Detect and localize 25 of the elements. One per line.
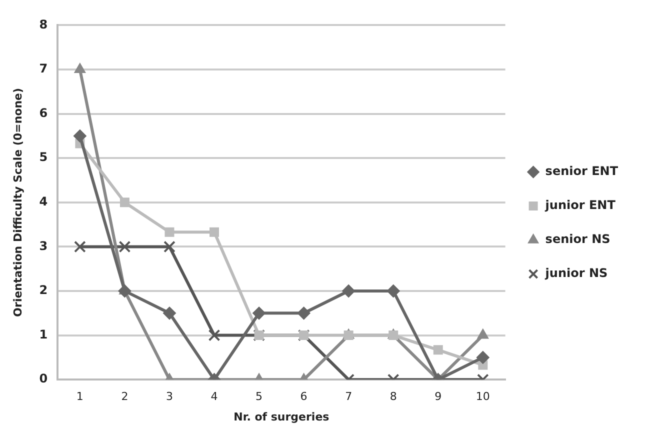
x-tick-label: 4 [210, 390, 218, 404]
y-axis-title: Orientation Difficulty Scale (0=none) [11, 88, 24, 317]
x-tick-label: 1 [76, 390, 84, 404]
y-tick-label: 1 [39, 327, 48, 342]
legend-label: senior ENT [545, 164, 619, 178]
x-tick-label: 5 [256, 390, 263, 404]
x-tick-label: 3 [166, 390, 173, 404]
legend-label: junior NS [544, 266, 608, 280]
y-tick-label: 4 [39, 194, 48, 209]
y-tick-label: 8 [39, 17, 48, 32]
y-tick-label: 0 [39, 372, 48, 386]
x-tick-label: 8 [390, 390, 397, 404]
legend-label: senior NS [545, 232, 610, 246]
y-tick-label: 3 [39, 238, 48, 253]
legend-label: junior ENT [544, 198, 616, 212]
x-tick-label: 9 [434, 390, 442, 404]
x-tick-label: 10 [476, 390, 490, 404]
y-tick-label: 7 [39, 62, 48, 76]
x-axis-title: Nr. of surgeries [234, 410, 330, 424]
y-tick-label: 5 [39, 150, 48, 164]
y-tick-label: 2 [39, 283, 48, 298]
x-tick-label: 7 [345, 390, 352, 404]
x-tick-label: 2 [121, 390, 128, 404]
y-tick-label: 6 [39, 106, 48, 120]
x-tick-label: 6 [300, 390, 308, 404]
